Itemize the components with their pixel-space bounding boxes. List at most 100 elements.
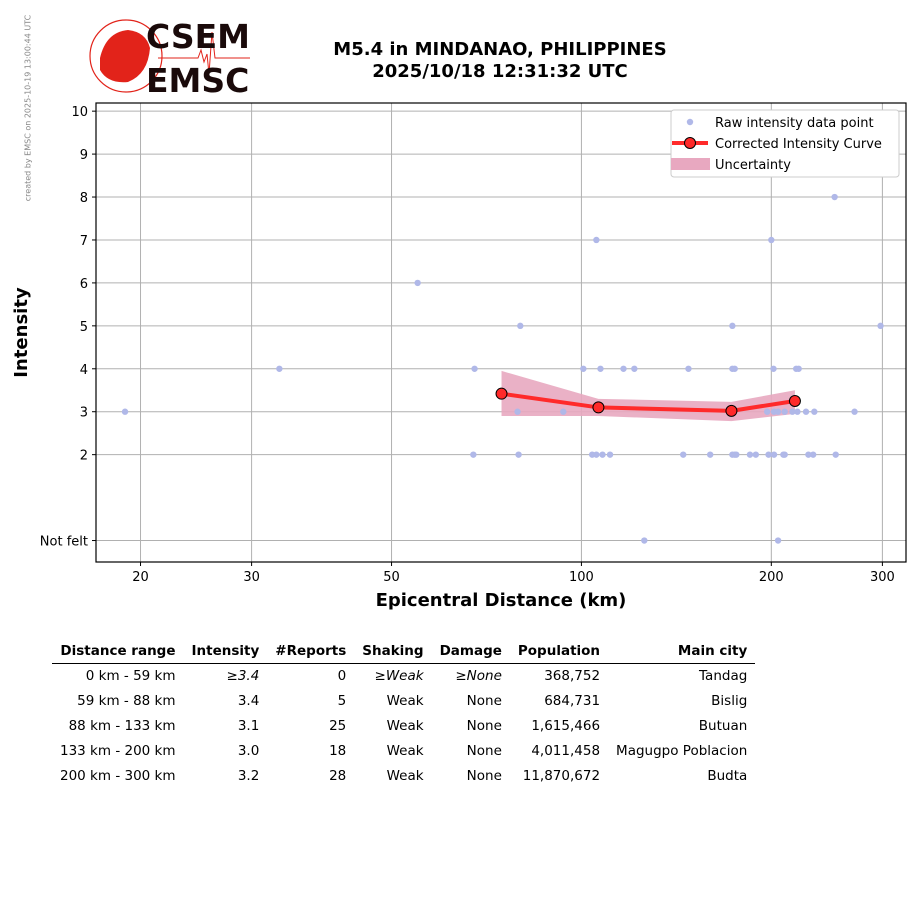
table-cell: 133 km - 200 km bbox=[60, 743, 176, 759]
table-cell: 0 bbox=[337, 668, 347, 684]
raw-data-point bbox=[770, 451, 778, 458]
table-cell: 3.4 bbox=[237, 693, 260, 709]
raw-data-point bbox=[680, 451, 687, 458]
table-cell: ≥3.4 bbox=[226, 668, 260, 684]
chart-title: M5.4 in MINDANAO, PHILIPPINES bbox=[333, 39, 667, 60]
intensity-plot: 20 30 50 100 200 300 Not felt 2 3 4 5 6 7 8 9 10 Epicent… bbox=[11, 102, 907, 611]
table-cell: Bislig bbox=[711, 693, 748, 709]
y-tick-label: 4 bbox=[80, 363, 88, 378]
raw-data-point bbox=[774, 537, 782, 544]
x-tick-label: 100 bbox=[569, 570, 594, 585]
table-row: 59 km - 88 km 3.4 5 Weak None 684,731 Bislig bbox=[52, 689, 755, 714]
legend-label: Raw intensity data point bbox=[715, 116, 874, 131]
svg-text:CSEM: CSEM bbox=[146, 18, 250, 56]
table-cell: 0 km - 59 km bbox=[85, 668, 176, 684]
raw-data-point bbox=[768, 236, 775, 244]
raw-data-point bbox=[631, 365, 638, 372]
x-tick-label: 300 bbox=[870, 570, 895, 585]
column-header: Main city bbox=[608, 640, 756, 664]
raw-data-point bbox=[805, 451, 812, 458]
table-cell: None bbox=[466, 768, 502, 784]
raw-data-point bbox=[802, 408, 810, 415]
raw-data-point bbox=[593, 236, 600, 244]
raw-data-point bbox=[770, 365, 777, 372]
table-row: 88 km - 133 km 3.1 25 Weak None 1,615,466 Butu… bbox=[52, 714, 755, 739]
table-cell: 5 bbox=[337, 693, 347, 709]
table-cell: Weak bbox=[386, 693, 424, 709]
table-cell: 200 km - 300 km bbox=[60, 768, 176, 784]
table-cell: 684,731 bbox=[544, 693, 601, 709]
y-axis-label: Intensity bbox=[11, 287, 32, 378]
y-tick-label: 7 bbox=[80, 234, 88, 249]
x-tick-label: 50 bbox=[383, 570, 400, 585]
table-cell: None bbox=[466, 693, 502, 709]
raw-data-point bbox=[832, 451, 839, 458]
table-cell: 28 bbox=[329, 768, 347, 784]
raw-data-point bbox=[811, 408, 818, 415]
legend-label: Uncertainty bbox=[715, 158, 791, 173]
raw-data-point bbox=[514, 408, 521, 415]
table-cell: 4,011,458 bbox=[531, 743, 601, 759]
column-header: Distance range bbox=[52, 640, 184, 664]
column-header: Population bbox=[509, 640, 609, 664]
raw-data-point bbox=[560, 408, 567, 415]
table-cell: 3.1 bbox=[237, 718, 260, 734]
table-row: 133 km - 200 km 3.0 18 Weak None 4,011,458 Mag… bbox=[52, 739, 755, 764]
raw-data-point bbox=[731, 365, 738, 372]
raw-data-point bbox=[763, 408, 771, 415]
curve-point bbox=[788, 394, 801, 407]
raw-data-point bbox=[851, 408, 858, 415]
table-row: 200 km - 300 km 3.2 28 Weak None 11,870,672 Bu… bbox=[52, 764, 755, 789]
table-cell: Budta bbox=[707, 768, 748, 784]
table-cell: Tandag bbox=[699, 668, 748, 684]
legend-curve-marker bbox=[684, 137, 696, 149]
raw-data-point bbox=[517, 322, 524, 330]
table-cell: 3.2 bbox=[237, 768, 260, 784]
table-cell: 25 bbox=[329, 718, 347, 734]
plot-frame bbox=[95, 102, 907, 563]
raw-data-point bbox=[414, 279, 421, 287]
y-tick-label: 9 bbox=[80, 148, 88, 163]
raw-data-point bbox=[781, 408, 788, 415]
x-axis-label: Epicentral Distance (km) bbox=[376, 590, 627, 611]
table-cell: ≥None bbox=[455, 668, 502, 684]
x-tick-label: 20 bbox=[132, 570, 149, 585]
legend-label: Corrected Intensity Curve bbox=[715, 137, 882, 152]
y-tick-label: 2 bbox=[80, 449, 88, 464]
raw-data-point bbox=[597, 365, 604, 372]
legend-raw-marker bbox=[686, 118, 694, 126]
intensity-table: Distance range Intensity #Reports Shaking Da… bbox=[52, 640, 756, 789]
raw-data-point bbox=[121, 408, 129, 415]
table-cell: None bbox=[466, 718, 502, 734]
curve-point bbox=[495, 387, 508, 400]
table-cell: 59 km - 88 km bbox=[77, 693, 176, 709]
raw-data-point bbox=[752, 451, 760, 458]
table-cell: 368,752 bbox=[544, 668, 601, 684]
corrected-intensity-curve bbox=[501, 391, 796, 413]
table-cell: 1,615,466 bbox=[531, 718, 601, 734]
x-tick-label: 30 bbox=[243, 570, 260, 585]
table-cell: Weak bbox=[386, 743, 424, 759]
svg-text:EMSC: EMSC bbox=[146, 61, 249, 98]
table-row: 0 km - 59 km ≥3.4 0 ≥Weak ≥None 368,752 Tandag bbox=[52, 664, 755, 690]
chart-subtitle: 2025/10/18 12:31:32 UTC bbox=[372, 61, 628, 82]
raw-data-point bbox=[471, 365, 478, 372]
y-tick-label: 5 bbox=[80, 320, 88, 335]
table-cell: 3.0 bbox=[237, 743, 260, 759]
raw-data-point bbox=[641, 537, 648, 544]
table-cell: Weak bbox=[386, 768, 424, 784]
raw-data-point bbox=[593, 451, 600, 458]
raw-data-point bbox=[685, 365, 692, 372]
raw-data-point bbox=[794, 408, 801, 415]
y-tick-label: 6 bbox=[80, 277, 88, 292]
x-tick-label: 200 bbox=[759, 570, 784, 585]
raw-data-point bbox=[746, 451, 754, 458]
raw-data-point bbox=[877, 322, 884, 330]
raw-data-point bbox=[599, 451, 606, 458]
table-cell: Weak bbox=[386, 718, 424, 734]
curve-point bbox=[725, 404, 738, 417]
raw-data-point bbox=[515, 451, 522, 458]
raw-data-point bbox=[606, 451, 614, 458]
column-header: Shaking bbox=[354, 640, 432, 664]
